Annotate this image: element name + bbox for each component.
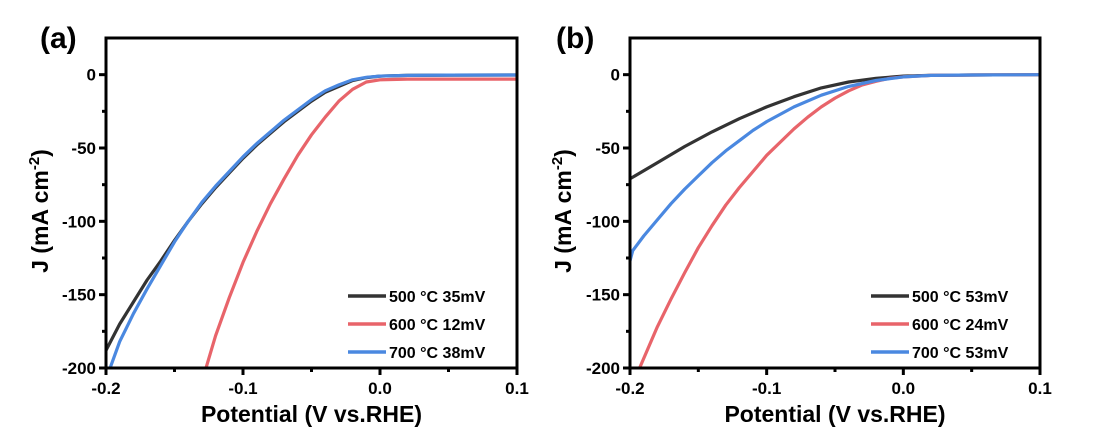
panel-b-y-title-close: ) — [550, 149, 576, 157]
panel-b-legend: 500 °C 53mV 600 °C 24mV 700 °C 53mV — [871, 289, 1009, 362]
panel-b-yticks: 0 -50 -100 -150 -200 — [586, 66, 630, 378]
panel-b-curves — [630, 73, 1040, 368]
panel-a-ytick-label: -50 — [71, 139, 96, 158]
panel-b-legend-label: 500 °C 53mV — [912, 289, 1009, 306]
panel-a-xtick-label: -0.2 — [91, 379, 120, 398]
panel-a-legend: 500 °C 35mV 600 °C 12mV 700 °C 38mV — [348, 289, 486, 362]
panel-b-xtick-label: 0.0 — [892, 379, 916, 398]
panel-b-ytick-label: 0 — [611, 66, 620, 85]
panel-a-xtick-label: 0.1 — [505, 379, 529, 398]
panel-b-xtick-label: -0.1 — [752, 379, 781, 398]
panel-a-legend-label: 700 °C 38mV — [389, 345, 486, 362]
panel-b-series-2-line — [630, 73, 1040, 263]
panel-b-y-title-main: J (mA cm — [550, 170, 576, 273]
panel-a-yticks: 0 -50 -100 -150 -200 — [62, 66, 106, 378]
panel-a-y-title-close: ) — [27, 149, 53, 157]
panel-a-xticks: -0.2 -0.1 0.0 0.1 — [91, 368, 529, 398]
panel-b-label: (b) — [556, 22, 594, 55]
panel-a-ytick-label: -150 — [62, 286, 96, 305]
panel-b-ytick-label: -100 — [586, 212, 620, 231]
panel-b-x-axis-title: Potential (V vs.RHE) — [724, 401, 945, 427]
panel-a-series-0-line — [106, 73, 517, 352]
panel-a: (a) -0.2 -0.1 0.0 0.1 0 -50 -100 -150 -200 Pote… — [26, 22, 529, 427]
panel-b-xtick-label: -0.2 — [615, 379, 644, 398]
panel-a-legend-label: 600 °C 12mV — [389, 317, 486, 334]
panel-a-ytick-label: -200 — [62, 359, 96, 378]
panel-b-ytick-label: -150 — [586, 286, 620, 305]
panel-a-y-axis-title: J (mA cm-2) — [26, 149, 53, 273]
panel-a-legend-label: 500 °C 35mV — [389, 289, 486, 306]
panel-b-xtick-label: 0.1 — [1028, 379, 1052, 398]
panel-a-label: (a) — [40, 22, 77, 55]
panel-a-x-axis-title: Potential (V vs.RHE) — [201, 401, 422, 427]
panel-a-xtick-label: -0.1 — [228, 379, 257, 398]
panel-a-y-title-sup: -2 — [26, 157, 43, 170]
panel-b-legend-label: 700 °C 53mV — [912, 345, 1009, 362]
panel-b-y-title-sup: -2 — [549, 157, 566, 170]
panel-b-ytick-label: -200 — [586, 359, 620, 378]
panel-a-ytick-label: 0 — [87, 66, 96, 85]
panel-a-xtick-label: 0.0 — [368, 379, 392, 398]
panel-b-legend-label: 600 °C 24mV — [912, 317, 1009, 334]
panel-b-xticks: -0.2 -0.1 0.0 0.1 — [615, 368, 1052, 398]
panel-a-ytick-label: -100 — [62, 212, 96, 231]
panel-b-y-axis-title: J (mA cm-2) — [549, 149, 576, 273]
panel-b-ytick-label: -50 — [595, 139, 620, 158]
panel-b: (b) -0.2 -0.1 0.0 0.1 0 -50 -100 -150 -200 Pote… — [549, 22, 1052, 427]
panel-a-y-title-main: J (mA cm — [27, 170, 53, 273]
panel-a-series-2-line — [108, 73, 517, 368]
panel-a-curves — [106, 73, 517, 368]
panel-a-series-1-line — [204, 77, 517, 368]
